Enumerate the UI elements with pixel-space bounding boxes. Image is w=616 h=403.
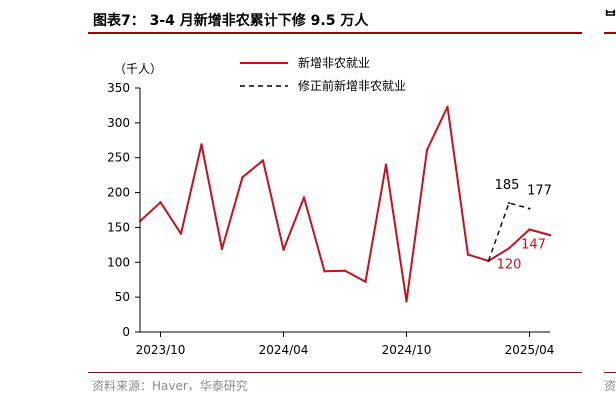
data-point-main [302, 196, 306, 199]
data-point-main [507, 247, 511, 250]
data-point-main [466, 253, 470, 256]
data-point-revised [528, 207, 531, 210]
data-label: 120 [497, 257, 522, 272]
x-tick-label: 2023/10 [136, 343, 186, 357]
series-line-main [139, 105, 551, 303]
x-tick-label: 2024/10 [382, 343, 432, 357]
data-point-main [138, 219, 142, 223]
data-point-revised [508, 202, 510, 205]
data-point-main [220, 247, 224, 251]
x-tick-label: 2024/04 [259, 343, 309, 357]
data-point-main [179, 232, 183, 235]
y-tick-label: 250 [107, 151, 130, 165]
y-tick-label: 150 [107, 220, 130, 234]
chart-title: 图表7： 3-4 月新增非农累计下修 9.5 万人 [93, 13, 369, 29]
data-point-main [384, 163, 388, 166]
data-point-main [159, 201, 162, 204]
plot-area: 185 177 120 147 [138, 105, 552, 303]
data-point-main [425, 148, 429, 152]
data-point-main [446, 105, 449, 109]
data-point-main [528, 228, 531, 231]
data-point-revised [487, 259, 490, 262]
data-point-main [343, 269, 347, 272]
y-axis-unit-label: （千人） [114, 62, 162, 76]
y-tick-label: 100 [107, 255, 130, 269]
data-point-main [323, 270, 326, 273]
adjacent-source-fragment: 资 [604, 379, 616, 391]
x-tick-label: 2025/04 [505, 343, 555, 357]
y-tick-label: 350 [107, 81, 130, 95]
data-point-main [241, 176, 244, 179]
y-axis: 0 50 100 150 200 250 300 350 [107, 81, 141, 339]
y-tick-label: 300 [107, 116, 130, 130]
title-divider [88, 32, 582, 34]
series-line-revised [487, 202, 530, 262]
y-tick-label: 0 [122, 325, 130, 339]
data-point-main [261, 159, 265, 162]
source-note: 资料来源：Haver，华泰研究 [92, 379, 248, 393]
adjacent-chart-title-fragment: ᄇ [604, 9, 616, 25]
legend: 新增非农就业 修正前新增非农就业 [240, 55, 406, 93]
data-label: 147 [521, 238, 546, 253]
source-divider [88, 372, 582, 373]
y-tick-label: 200 [107, 186, 130, 200]
data-point-main [405, 300, 408, 303]
y-tick-label: 50 [115, 290, 130, 304]
data-point-main [200, 143, 203, 146]
data-label: 185 [495, 178, 520, 193]
adjacent-source-divider [604, 372, 616, 373]
legend-label-main: 新增非农就业 [298, 55, 370, 70]
data-point-main [364, 280, 367, 284]
data-point-main [548, 233, 552, 237]
adjacent-title-divider [604, 32, 616, 34]
x-axis: 2023/10 2024/04 2024/10 2025/04 [136, 331, 555, 357]
data-point-main [282, 248, 285, 251]
data-label: 177 [527, 184, 552, 199]
legend-label-revised: 修正前新增非农就业 [298, 78, 406, 93]
